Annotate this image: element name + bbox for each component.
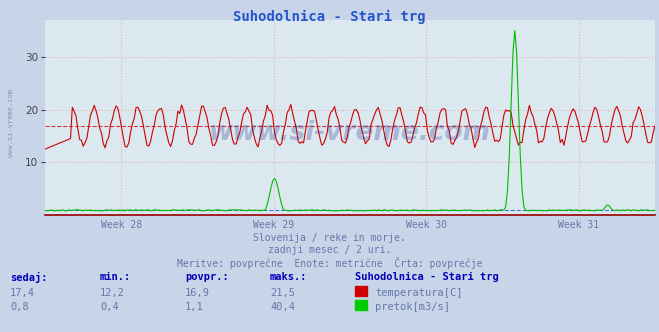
Text: Week 30: Week 30 [406,220,447,230]
Text: 40,4: 40,4 [270,302,295,312]
Text: 12,2: 12,2 [100,288,125,298]
Text: min.:: min.: [100,272,131,282]
Text: www.si-vreme.com: www.si-vreme.com [8,89,14,157]
Text: 1,1: 1,1 [185,302,204,312]
Text: maks.:: maks.: [270,272,308,282]
Text: 17,4: 17,4 [10,288,35,298]
Text: Suhodolnica - Stari trg: Suhodolnica - Stari trg [233,10,426,24]
Text: temperatura[C]: temperatura[C] [375,288,463,298]
Text: Week 31: Week 31 [558,220,599,230]
Text: www.si-vreme.com: www.si-vreme.com [209,120,491,146]
Text: 0,4: 0,4 [100,302,119,312]
Text: sedaj:: sedaj: [10,272,47,283]
Text: zadnji mesec / 2 uri.: zadnji mesec / 2 uri. [268,245,391,255]
Text: Meritve: povprečne  Enote: metrične  Črta: povprečje: Meritve: povprečne Enote: metrične Črta:… [177,257,482,269]
Text: Week 29: Week 29 [253,220,295,230]
Text: 21,5: 21,5 [270,288,295,298]
Text: povpr.:: povpr.: [185,272,229,282]
Text: Slovenija / reke in morje.: Slovenija / reke in morje. [253,233,406,243]
Text: Week 28: Week 28 [101,220,142,230]
Text: pretok[m3/s]: pretok[m3/s] [375,302,450,312]
Text: Suhodolnica - Stari trg: Suhodolnica - Stari trg [355,272,499,282]
Text: 16,9: 16,9 [185,288,210,298]
Text: 0,8: 0,8 [10,302,29,312]
